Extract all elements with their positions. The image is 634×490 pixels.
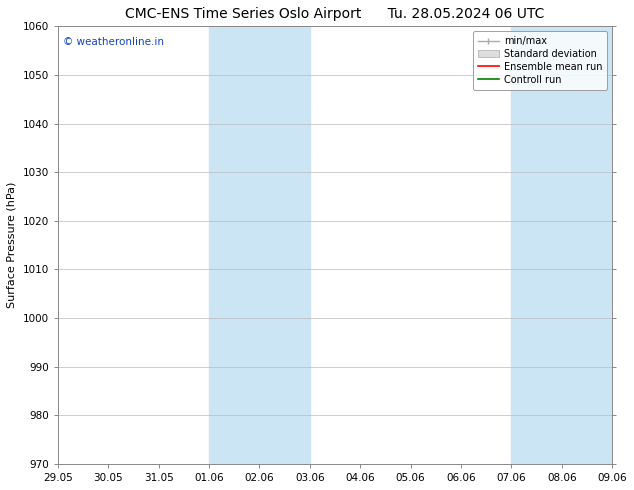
Legend: min/max, Standard deviation, Ensemble mean run, Controll run: min/max, Standard deviation, Ensemble me… (473, 31, 607, 90)
Y-axis label: Surface Pressure (hPa): Surface Pressure (hPa) (7, 182, 17, 308)
Bar (209, 26, 310, 464)
Bar (512, 26, 612, 464)
Text: © weatheronline.in: © weatheronline.in (63, 37, 164, 47)
Title: CMC-ENS Time Series Oslo Airport      Tu. 28.05.2024 06 UTC: CMC-ENS Time Series Oslo Airport Tu. 28.… (126, 7, 545, 21)
